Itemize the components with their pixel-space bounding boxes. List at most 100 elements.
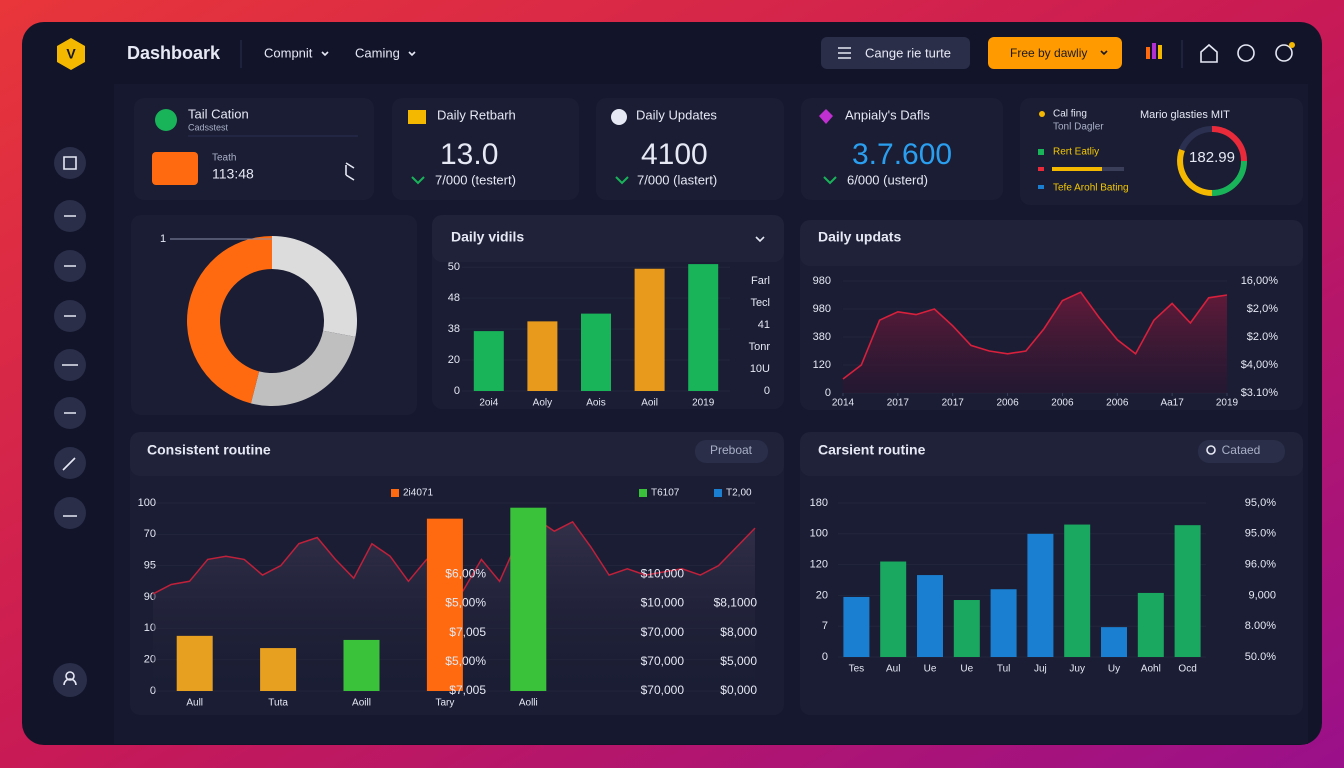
- card-icon: [155, 109, 177, 131]
- nav-icon[interactable]: [54, 147, 86, 179]
- bar: [581, 313, 611, 391]
- chat-icon[interactable]: [1275, 44, 1293, 62]
- legend-label: T2,00: [726, 488, 752, 499]
- chevron: [1100, 50, 1108, 56]
- gauge-arc: [1211, 126, 1247, 162]
- gauge-value: 182.99: [1189, 149, 1235, 166]
- home-icon[interactable]: [1200, 43, 1218, 63]
- line: [842, 291, 1228, 380]
- y-tick-label: 120: [813, 359, 831, 371]
- x-tick-label: 2017: [887, 398, 910, 409]
- card-note: 6/000 (usterd): [847, 172, 928, 187]
- x-tick-label: Juy: [1069, 664, 1085, 675]
- chevron: [408, 51, 416, 57]
- y-tick-label: 7: [822, 620, 828, 632]
- value-text: $7,005: [449, 625, 486, 639]
- y-tick-label: 10: [144, 622, 156, 634]
- bar: [1137, 592, 1164, 657]
- bar: [843, 596, 870, 657]
- pie-slice: [250, 330, 356, 406]
- value-text: $70,000: [641, 654, 685, 668]
- x-tick-label: 2006: [1106, 398, 1129, 409]
- button-label: Preboat: [710, 443, 753, 457]
- legend-dot: [1038, 185, 1044, 189]
- x-tick-label: Tes: [849, 664, 865, 675]
- y2-label: 0: [764, 385, 770, 397]
- logo: [57, 38, 85, 70]
- y-tick-label: 0: [454, 385, 460, 397]
- menu-icon: [838, 47, 851, 59]
- bar: [634, 268, 665, 391]
- progress: [1052, 167, 1102, 171]
- x-tick-label: Aul: [886, 664, 900, 675]
- nav-item[interactable]: Caming: [355, 45, 400, 60]
- card-title: Tail Cation: [188, 106, 249, 121]
- y-tick-label: 980: [813, 303, 831, 315]
- search-box[interactable]: [821, 37, 970, 69]
- card-value: 4100: [641, 138, 708, 171]
- y-tick-label: 100: [138, 497, 156, 509]
- y-tick-label: 20: [144, 654, 156, 666]
- y-tick-label: 70: [144, 528, 156, 540]
- x-tick-label: Uy: [1108, 664, 1120, 675]
- y-tick-label: 980: [813, 275, 831, 287]
- card-title: Anpialy's Dafls: [845, 107, 930, 122]
- card-icon: [819, 109, 833, 124]
- panel-button[interactable]: [1198, 440, 1285, 463]
- bar: [260, 648, 297, 691]
- area: [843, 292, 1227, 393]
- x-tick-label: 2019: [692, 398, 715, 409]
- trend-icon: [823, 176, 837, 185]
- x-tick-label: 2019: [1216, 398, 1239, 409]
- legend-dot: [1039, 111, 1045, 117]
- badge: [1289, 42, 1295, 48]
- chat-icon[interactable]: [1237, 44, 1255, 62]
- y2-label: $2.0%: [1247, 331, 1278, 343]
- y-tick-label: 90: [144, 591, 156, 603]
- x-tick-label: Tary: [435, 698, 454, 709]
- dropdown-button[interactable]: [988, 37, 1122, 69]
- sidebar: [53, 147, 87, 697]
- x-tick-label: Aoill: [352, 698, 371, 709]
- y-tick-label: 100: [810, 528, 828, 540]
- share-icon[interactable]: [345, 162, 355, 181]
- x-tick-label: Ue: [960, 664, 973, 675]
- legend-item: Tefe Arohl Bating: [1053, 183, 1129, 194]
- pie-slice: [187, 236, 272, 404]
- bar: [1101, 627, 1127, 657]
- value-text: $10,000: [641, 596, 685, 610]
- x-tick-label: Ue: [924, 664, 937, 675]
- stats-icon[interactable]: [1146, 47, 1150, 59]
- bar: [953, 600, 980, 657]
- value-text: $5,000: [720, 654, 757, 668]
- card-icon: [408, 110, 426, 124]
- y2-label: 10U: [750, 363, 770, 375]
- y2-label: 95,0%: [1245, 497, 1276, 509]
- card: [392, 98, 579, 200]
- y2-label: 9,000: [1248, 589, 1276, 601]
- x-tick-label: 2oi4: [479, 398, 498, 409]
- value-text: $10,000: [641, 566, 685, 580]
- y2-label: Farl: [751, 275, 770, 287]
- chevron[interactable]: [755, 236, 765, 243]
- y-tick-label: 180: [810, 497, 828, 509]
- pie-slice: [272, 236, 357, 337]
- panel-button[interactable]: [695, 440, 768, 463]
- bar: [688, 264, 719, 391]
- button-label: Cataed: [1222, 443, 1261, 457]
- logo-mark: V: [66, 46, 76, 62]
- nav-icon[interactable]: [54, 497, 86, 529]
- x-tick-label: Aois: [586, 398, 605, 409]
- bar: [473, 331, 504, 391]
- card-title: Daily Retbarh: [437, 107, 516, 122]
- y2-label: $4,00%: [1241, 359, 1279, 371]
- x-tick-label: 2014: [832, 398, 855, 409]
- legend-swatch: [639, 489, 647, 497]
- trend-icon: [411, 176, 425, 185]
- nav-item[interactable]: Compnit: [264, 45, 313, 60]
- y2-label: Tecl: [750, 297, 770, 309]
- x-tick-label: Tul: [997, 664, 1011, 675]
- legend-dot: [1038, 149, 1044, 155]
